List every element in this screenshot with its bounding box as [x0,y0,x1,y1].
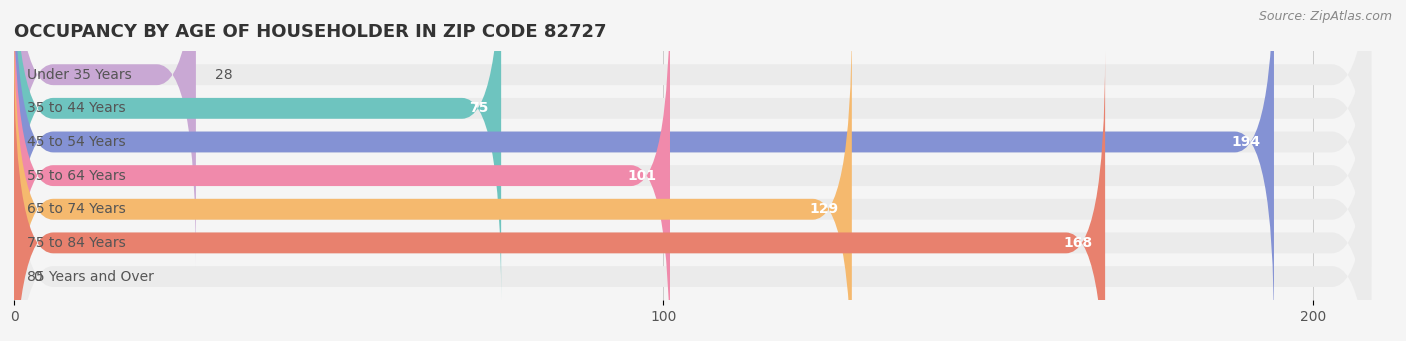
FancyBboxPatch shape [14,0,671,341]
FancyBboxPatch shape [14,0,1274,333]
Text: 101: 101 [628,168,657,183]
Text: OCCUPANCY BY AGE OF HOUSEHOLDER IN ZIP CODE 82727: OCCUPANCY BY AGE OF HOUSEHOLDER IN ZIP C… [14,23,606,41]
Text: 65 to 74 Years: 65 to 74 Years [27,202,125,216]
Text: 168: 168 [1063,236,1092,250]
Text: 194: 194 [1232,135,1261,149]
FancyBboxPatch shape [14,51,1371,341]
Text: 75: 75 [468,101,488,115]
FancyBboxPatch shape [14,0,501,300]
Text: 28: 28 [215,68,233,82]
FancyBboxPatch shape [14,0,1371,341]
FancyBboxPatch shape [14,18,852,341]
FancyBboxPatch shape [14,85,1371,341]
Text: 85 Years and Over: 85 Years and Over [27,269,153,283]
FancyBboxPatch shape [14,0,1371,333]
FancyBboxPatch shape [14,0,1371,266]
FancyBboxPatch shape [14,51,1105,341]
Text: 75 to 84 Years: 75 to 84 Years [27,236,125,250]
FancyBboxPatch shape [14,18,1371,341]
Text: 35 to 44 Years: 35 to 44 Years [27,101,125,115]
Text: 55 to 64 Years: 55 to 64 Years [27,168,125,183]
FancyBboxPatch shape [14,0,195,266]
Text: 0: 0 [34,269,42,283]
Text: Under 35 Years: Under 35 Years [27,68,132,82]
FancyBboxPatch shape [14,0,1371,300]
Text: 45 to 54 Years: 45 to 54 Years [27,135,125,149]
Text: Source: ZipAtlas.com: Source: ZipAtlas.com [1258,10,1392,23]
Text: 129: 129 [810,202,839,216]
